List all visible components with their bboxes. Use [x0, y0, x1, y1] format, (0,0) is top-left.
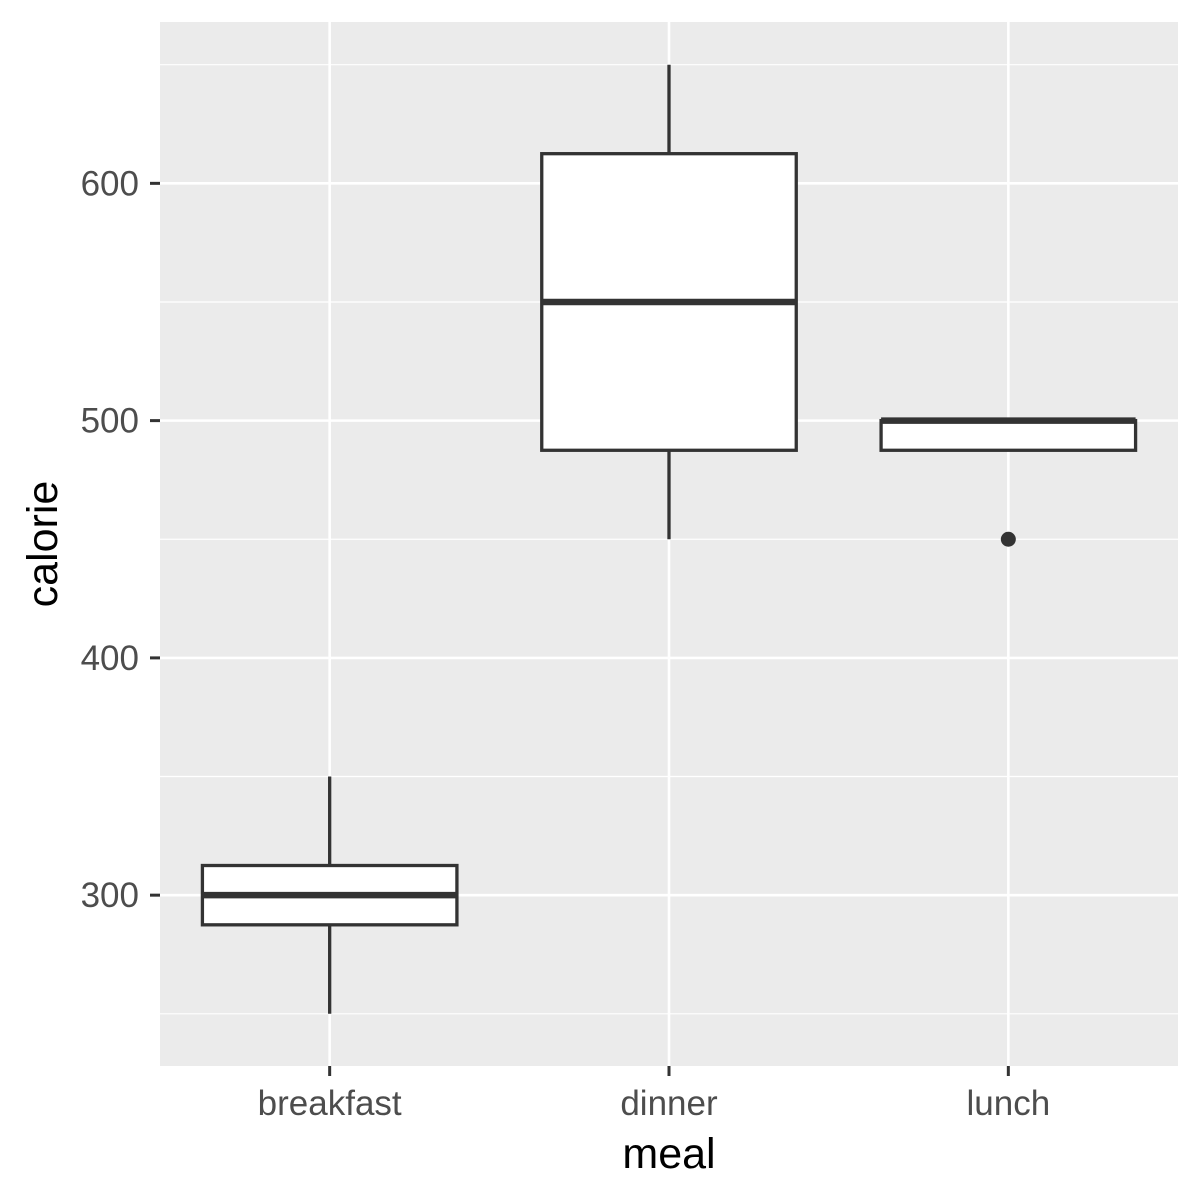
y-tick-label: 500	[81, 402, 139, 441]
y-tick-label: 400	[81, 639, 139, 678]
y-axis-title: calorie	[19, 481, 67, 608]
x-tick-label: dinner	[620, 1084, 718, 1123]
x-tick-label: lunch	[966, 1084, 1050, 1123]
box-iqr	[879, 418, 1138, 452]
x-axis-title: meal	[622, 1130, 715, 1178]
box-layer	[200, 64, 1138, 1014]
outlier-point	[1000, 531, 1016, 547]
x-tick-label: breakfast	[258, 1084, 402, 1123]
y-tick-label: 600	[81, 164, 139, 203]
axis-layer: 300 400 500 600 breakfast dinner lunch	[81, 164, 1051, 1123]
y-tick-label: 300	[81, 876, 139, 915]
